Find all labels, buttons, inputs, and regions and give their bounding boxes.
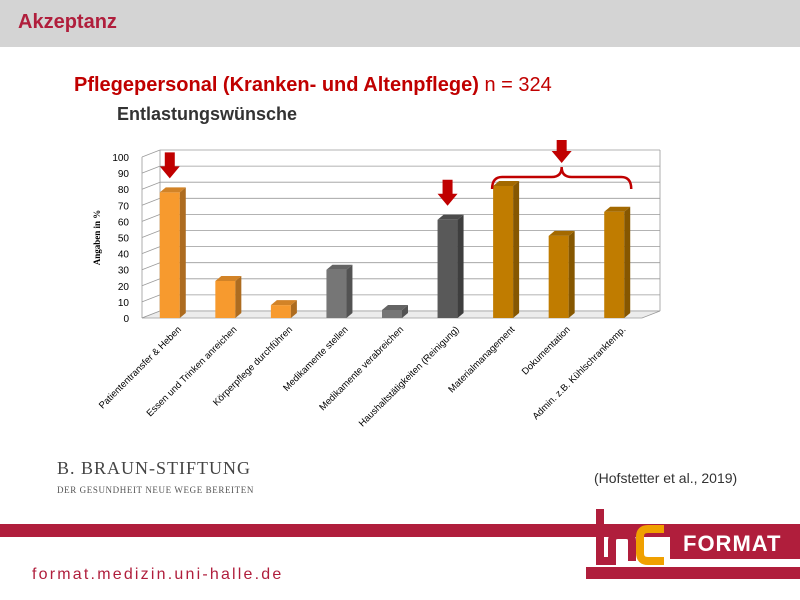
chart-y-ticks: 0 10 20 30 40 50 60 70 80 90 100 xyxy=(112,153,129,325)
slide-title-text: Pflegepersonal (Kranken- und Altenpflege… xyxy=(74,74,479,96)
sample-size: n = 324 xyxy=(484,74,552,96)
bar-front xyxy=(159,192,180,318)
logo-lower-band xyxy=(586,567,800,579)
grid-line-depth xyxy=(141,246,161,254)
bar-chart: 0 10 20 30 40 50 60 70 80 90 100 Patiententransfer… xyxy=(92,140,661,429)
bar-front xyxy=(604,211,625,318)
header-bar: Akzeptanz xyxy=(0,0,800,47)
grid-line-depth xyxy=(141,165,161,174)
chart-bars xyxy=(159,180,631,318)
bar-side xyxy=(568,230,575,318)
foundation-logo-name: B. BRAUN-STIFTUNG xyxy=(57,458,252,478)
x-category-label: Admin. z.B. Kühlschranktemp. xyxy=(531,324,629,422)
bar-side xyxy=(179,187,186,318)
grid-line-depth xyxy=(141,294,161,303)
bar xyxy=(604,206,631,318)
down-arrow-icon xyxy=(159,152,180,179)
bar-front xyxy=(548,235,569,318)
bar xyxy=(382,304,408,318)
y-tick-label: 100 xyxy=(112,153,129,164)
grid-line-depth xyxy=(141,230,161,238)
y-tick-label: 0 xyxy=(123,314,129,325)
bar-front xyxy=(437,219,458,318)
y-tick-label: 10 xyxy=(118,298,130,309)
bar-front xyxy=(493,185,514,318)
bar-side xyxy=(402,304,408,318)
down-arrow-icon xyxy=(437,179,458,206)
grid-line-depth xyxy=(141,197,161,206)
bar-top xyxy=(326,264,353,270)
group-bracket xyxy=(490,166,633,190)
grid-line-depth xyxy=(141,278,161,287)
bar-front xyxy=(270,305,291,318)
grid-line-depth xyxy=(141,149,161,158)
bar-front xyxy=(215,280,236,318)
bar xyxy=(159,187,186,318)
bar-top xyxy=(437,214,464,220)
bar xyxy=(215,275,242,318)
x-category-label: Dokumentation xyxy=(520,324,573,377)
y-tick-label: 60 xyxy=(118,217,130,228)
bar-top xyxy=(270,300,297,306)
bar-top xyxy=(493,180,520,186)
logo-format-box xyxy=(670,525,800,559)
slide-title: Pflegepersonal (Kranken- und Altenpflege… xyxy=(74,74,552,97)
y-tick-label: 30 xyxy=(118,266,130,277)
bar xyxy=(270,300,297,318)
grid-line-depth xyxy=(141,262,161,271)
x-category-label: Essen und Trinken anreichen xyxy=(145,324,240,419)
y-tick-label: 50 xyxy=(118,234,130,245)
y-tick-label: 20 xyxy=(118,282,130,293)
foundation-logo-tagline: DER GESUNDHEIT NEUE WEGE BEREITEN xyxy=(57,485,254,495)
bar-side xyxy=(235,275,242,318)
y-tick-label: 80 xyxy=(118,185,130,196)
grid-line-depth xyxy=(141,214,161,222)
bar-side xyxy=(624,206,631,318)
bar-top xyxy=(215,275,242,281)
footer-url: format.medizin.uni-halle.de xyxy=(32,566,284,583)
bar xyxy=(437,214,464,318)
bar-front xyxy=(326,269,347,318)
bar-side xyxy=(290,300,297,318)
bar-side xyxy=(513,180,520,318)
slide-subtitle: Entlastungswünsche xyxy=(117,104,298,124)
logo-h-glyph xyxy=(596,509,636,565)
y-tick-label: 70 xyxy=(118,201,130,212)
logo-c-glyph xyxy=(636,525,664,565)
bar-top xyxy=(382,304,408,310)
bar-front xyxy=(382,309,402,318)
header-title: Akzeptanz xyxy=(18,11,117,33)
bar xyxy=(326,264,353,318)
grid-line-depth xyxy=(141,181,161,190)
group-down-arrow-icon xyxy=(551,140,572,163)
hc-format-logo: FORMAT xyxy=(586,509,800,579)
bar-top xyxy=(548,230,575,236)
x-category-label: Haushaltstätigkeiten (Reinigung) xyxy=(357,324,462,429)
citation: (Hofstetter et al., 2019) xyxy=(594,470,738,486)
bar-top xyxy=(159,187,186,193)
logo-format-text: FORMAT xyxy=(683,531,781,556)
bar xyxy=(493,180,520,318)
bar-side xyxy=(457,214,464,318)
y-tick-label: 90 xyxy=(118,169,130,180)
bar xyxy=(548,230,575,318)
y-tick-label: 40 xyxy=(118,250,130,261)
chart-y-axis-label: Angaben in % xyxy=(92,210,102,266)
bar-side xyxy=(346,264,353,318)
bar-top xyxy=(604,206,631,212)
